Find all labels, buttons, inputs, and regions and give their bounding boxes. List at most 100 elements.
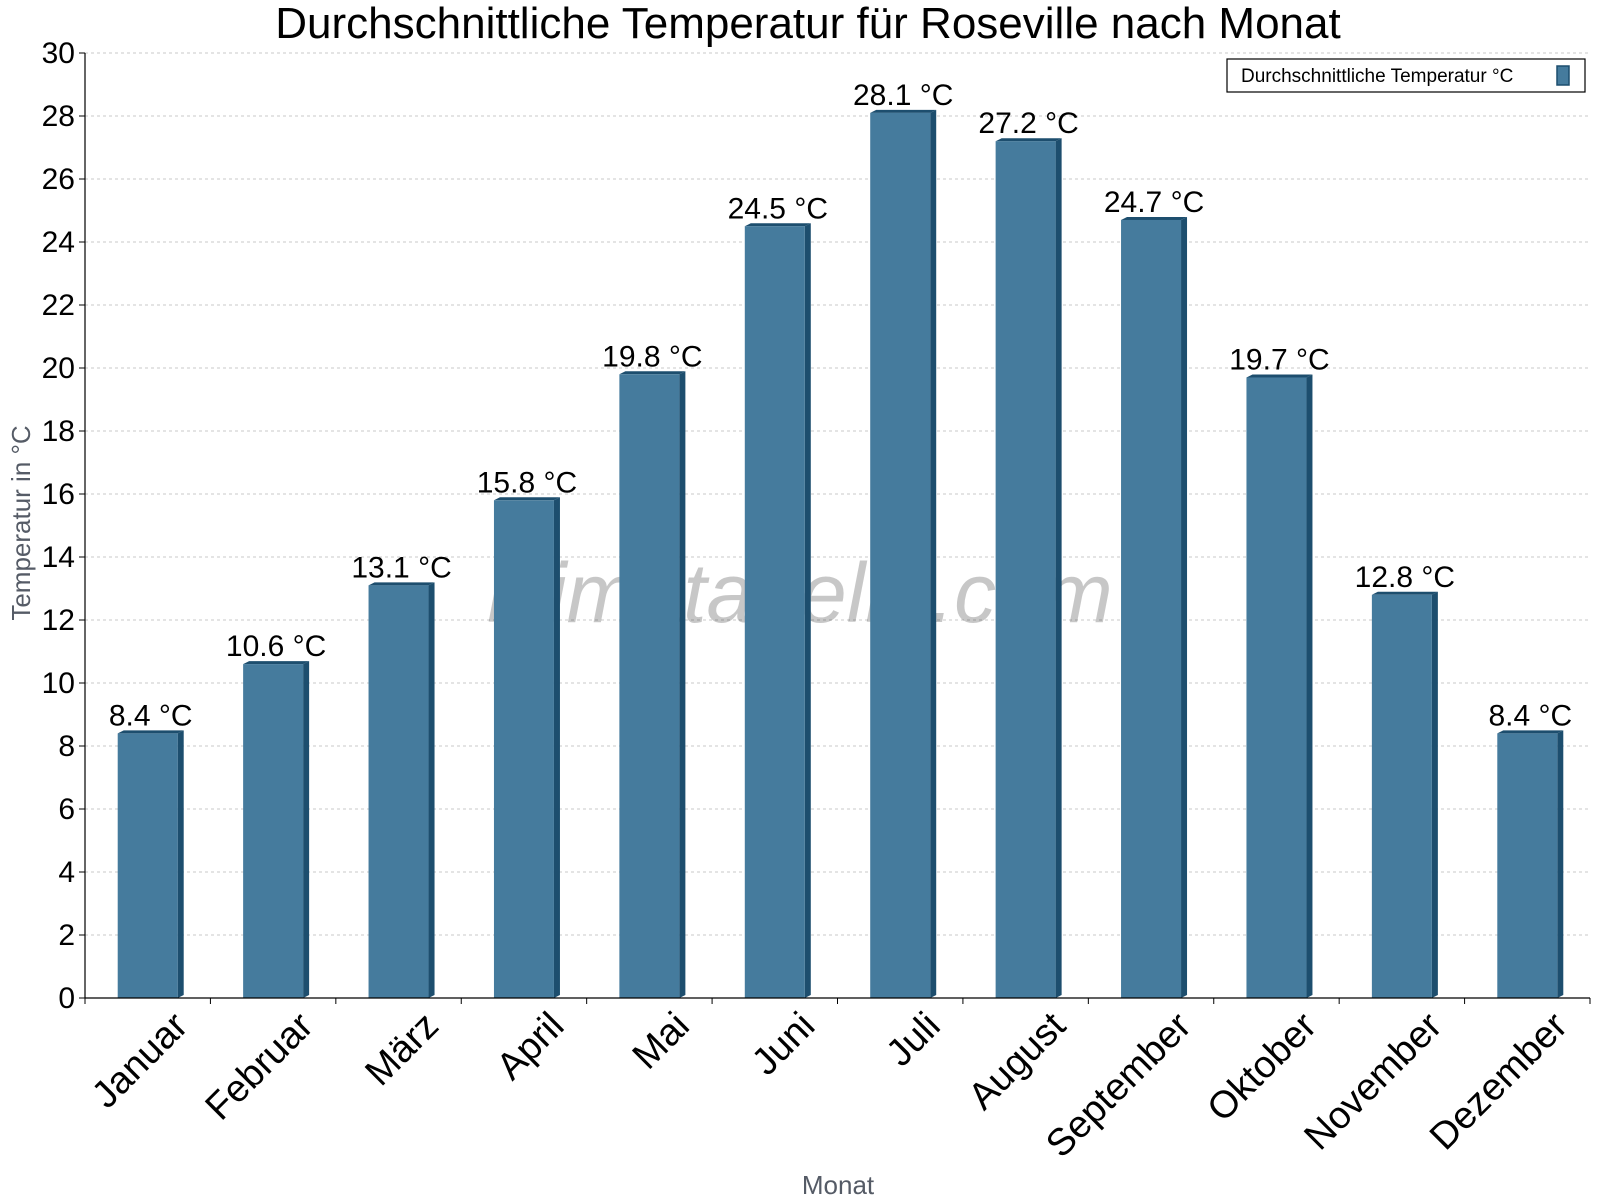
- x-tick-label: Mai: [625, 1005, 698, 1078]
- data-label: 12.8 °C: [1355, 561, 1455, 594]
- y-tick-label: 26: [42, 163, 75, 196]
- bar-front: [1246, 377, 1307, 998]
- bar-front: [995, 141, 1056, 998]
- bar: [619, 371, 686, 998]
- x-tick-label: Oktober: [1200, 1004, 1326, 1130]
- data-label: 28.1 °C: [853, 79, 953, 112]
- bar-front: [744, 226, 805, 998]
- x-tick-label: Februar: [198, 1004, 322, 1128]
- x-tick-label: Dezember: [1422, 1004, 1576, 1158]
- bar-top: [744, 223, 811, 227]
- data-label: 24.7 °C: [1104, 186, 1204, 219]
- y-tick-label: 16: [42, 478, 75, 511]
- bar: [368, 582, 435, 998]
- bar-side: [1055, 138, 1062, 998]
- bar: [493, 497, 560, 998]
- y-tick-label: 10: [42, 667, 75, 700]
- data-label: 24.5 °C: [728, 192, 828, 225]
- bar-side: [1306, 374, 1313, 998]
- x-tick-label: März: [357, 1005, 446, 1094]
- bar-side: [177, 730, 184, 998]
- bar: [995, 138, 1062, 998]
- y-tick-label: 6: [58, 793, 75, 826]
- bar-front: [870, 112, 931, 999]
- bar-top: [619, 371, 686, 375]
- bar-top: [1246, 374, 1313, 378]
- bar: [1497, 730, 1564, 998]
- data-label: 13.1 °C: [351, 551, 451, 584]
- x-tick-labels: Januar Februar März April Mai Juni Juli AugustS…: [84, 1004, 1576, 1165]
- y-tick-label: 4: [58, 856, 75, 889]
- data-label: 19.7 °C: [1229, 343, 1329, 376]
- bar-front: [368, 585, 429, 998]
- x-tick-label: Juli: [879, 1005, 949, 1075]
- bar-side: [1431, 591, 1438, 998]
- data-labels: 8.4 °C 10.6 °C 13.1 °C 15.8 °C 19.8 °C 24.5 °…: [109, 79, 1572, 733]
- bar-top: [870, 109, 937, 113]
- legend-swatch: [1556, 65, 1570, 86]
- y-tick-label: 22: [42, 289, 75, 322]
- chart-title: Durchschnittliche Temperatur für Rosevil…: [275, 0, 1340, 48]
- bar-side: [1557, 730, 1564, 998]
- bar-side: [930, 109, 937, 999]
- x-axis-title: Monat: [802, 1170, 875, 1200]
- bar-front: [1121, 219, 1182, 998]
- y-tick-label: 30: [42, 37, 75, 70]
- bar: [117, 730, 184, 998]
- bar-top: [243, 661, 310, 665]
- y-tick-label: 28: [42, 100, 75, 133]
- y-tick-label: 2: [58, 919, 75, 952]
- y-tick-label: 18: [42, 415, 75, 448]
- x-tick-label: April: [489, 1005, 572, 1088]
- legend-box: [1226, 58, 1586, 93]
- bars: [117, 109, 1564, 999]
- bar-side: [804, 223, 811, 998]
- y-axis-title: Temperatur in °C: [6, 425, 36, 620]
- bar: [1246, 374, 1313, 998]
- bar: [243, 661, 310, 998]
- bar-top: [1497, 730, 1564, 734]
- bar-top: [117, 730, 184, 734]
- bar-front: [493, 500, 554, 998]
- data-label: 8.4 °C: [109, 699, 193, 732]
- y-tick-label: 8: [58, 730, 75, 763]
- bar-side: [679, 371, 686, 998]
- y-tick-label: 0: [58, 982, 75, 1015]
- bar-side: [1181, 216, 1188, 998]
- data-label: 10.6 °C: [226, 630, 326, 663]
- y-tick-label: 20: [42, 352, 75, 385]
- y-tick-label: 14: [42, 541, 75, 574]
- y-tick-label: 24: [42, 226, 75, 259]
- bar-top: [1121, 216, 1188, 220]
- bar-side: [553, 497, 560, 998]
- bar-front: [1371, 594, 1432, 998]
- bar-front: [243, 664, 304, 998]
- bar-side: [428, 582, 435, 998]
- gridlines: [85, 52, 1590, 936]
- bar-front: [619, 374, 680, 998]
- bar: [744, 223, 811, 998]
- legend-label: Durchschnittliche Temperatur °C: [1241, 66, 1513, 87]
- data-label: 15.8 °C: [477, 466, 577, 499]
- bar-side: [303, 661, 310, 998]
- bar-top: [493, 497, 560, 501]
- bar-top: [368, 582, 435, 586]
- bar-front: [1497, 733, 1558, 998]
- bar: [1371, 591, 1438, 998]
- bar-top: [1371, 591, 1438, 595]
- axes: [79, 52, 1591, 1004]
- legend: Durchschnittliche Temperatur °C: [1226, 58, 1586, 93]
- data-label: 19.8 °C: [602, 340, 702, 373]
- bar: [870, 109, 937, 999]
- bar-top: [995, 138, 1062, 142]
- bar-front: [117, 733, 178, 998]
- x-tick-label: August: [961, 1004, 1075, 1118]
- x-tick-label: Juni: [744, 1005, 823, 1084]
- y-tick-label: 12: [42, 604, 75, 637]
- data-label: 27.2 °C: [978, 107, 1078, 140]
- x-tick-label: Januar: [84, 1004, 196, 1116]
- bar: [1121, 216, 1188, 998]
